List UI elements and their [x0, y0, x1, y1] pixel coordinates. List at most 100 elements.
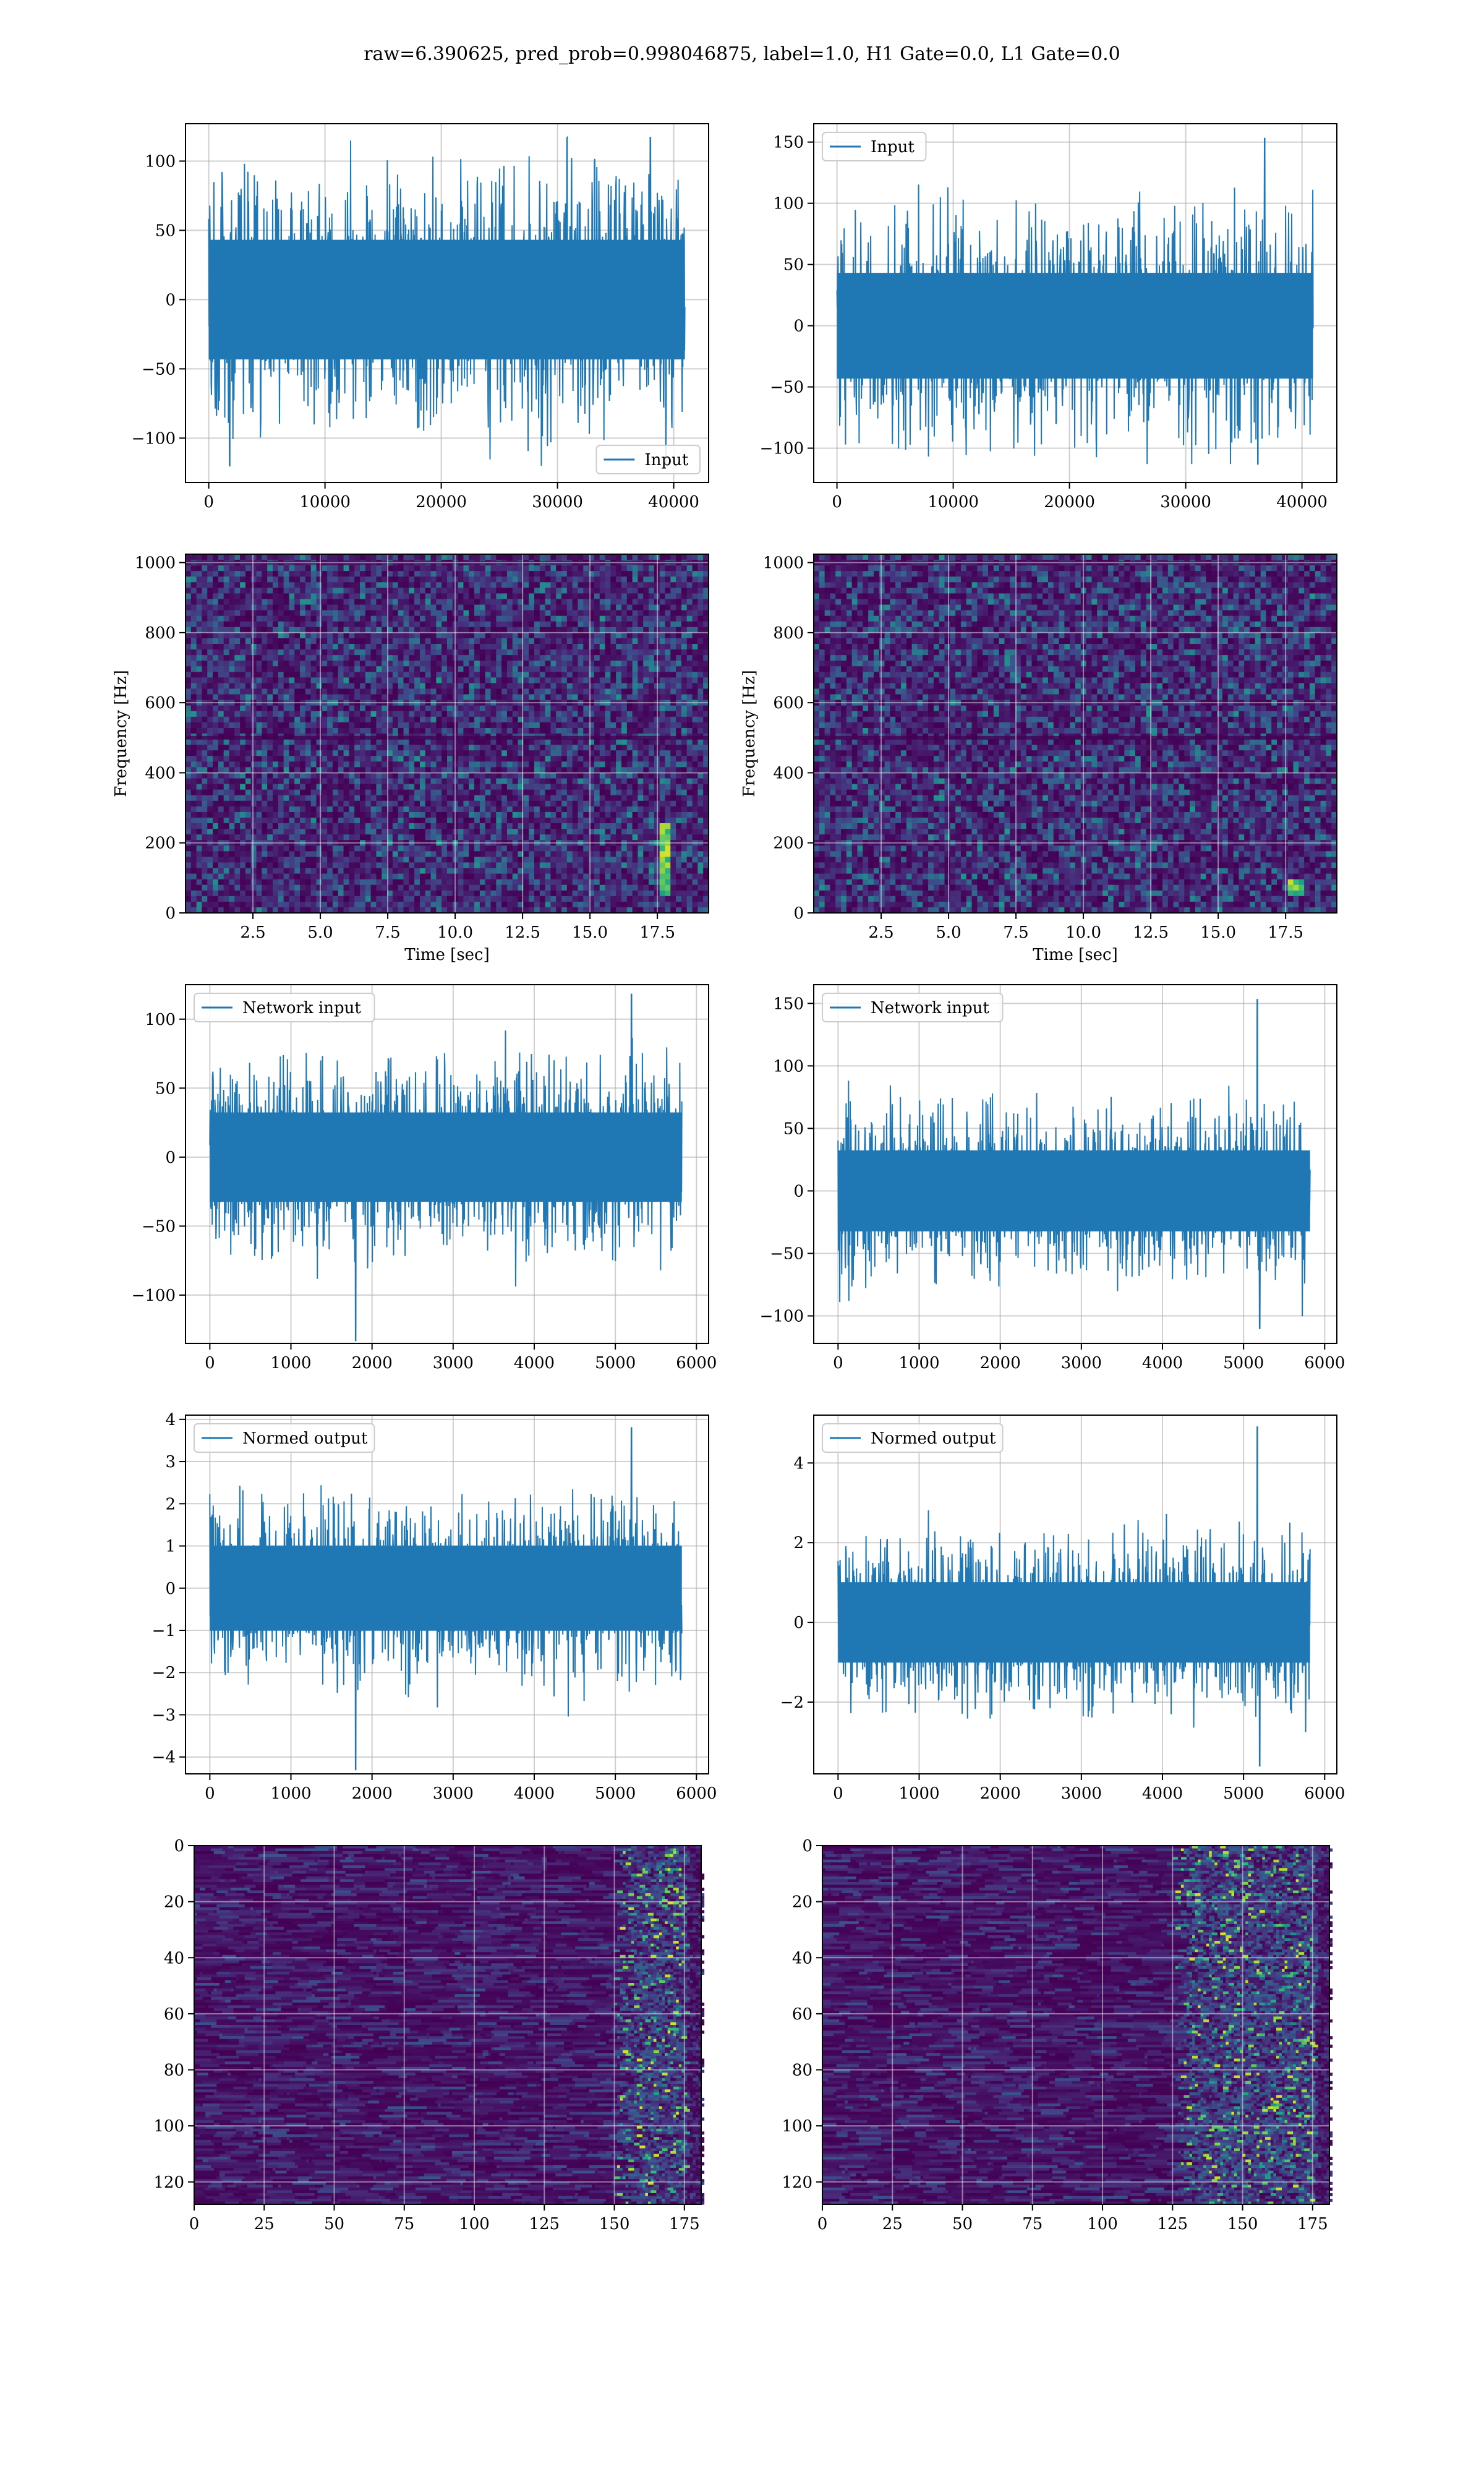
heatmap-cell [376, 677, 382, 683]
heatmap-cell [469, 672, 474, 678]
heatmap-cell [501, 565, 507, 571]
heatmap-cell [469, 638, 474, 644]
heatmap-cell [300, 616, 305, 622]
heatmap-cell [376, 554, 382, 560]
heatmap-cell [294, 610, 300, 617]
heatmap-cell [485, 829, 491, 835]
heatmap-cell [496, 857, 501, 863]
heatmap-cell [583, 812, 589, 818]
heatmap-cell [202, 695, 207, 701]
heatmap-cell [251, 661, 257, 667]
heatmap-cell [393, 571, 398, 577]
heatmap-cell [491, 891, 497, 897]
heatmap-cell [273, 695, 278, 701]
heatmap-cell [349, 672, 354, 678]
heatmap-cell [278, 722, 284, 729]
heatmap-cell [441, 677, 447, 683]
heatmap-cell [300, 717, 305, 723]
heatmap-cell [305, 571, 311, 577]
heatmap-cell [404, 644, 409, 650]
heatmap-cell [480, 695, 485, 701]
heatmap-cell [458, 622, 464, 628]
heatmap-cell [284, 722, 289, 729]
heatmap-cell [289, 750, 294, 756]
heatmap-cell [463, 672, 469, 678]
heatmap-cell [365, 717, 371, 723]
heatmap-cell [294, 593, 300, 599]
heatmap-cell [420, 649, 425, 656]
heatmap-cell [257, 829, 262, 835]
heatmap-cell [501, 728, 507, 734]
heatmap-cell [371, 695, 377, 701]
heatmap-cell [534, 711, 540, 717]
heatmap-cell [594, 711, 600, 717]
heatmap-cell [354, 672, 360, 678]
heatmap-cell [317, 672, 322, 678]
heatmap-cell [218, 576, 224, 583]
heatmap-cell [573, 891, 578, 897]
heatmap-cell [463, 745, 469, 751]
heatmap-cell [267, 857, 273, 863]
heatmap-cell [245, 834, 251, 841]
heatmap-cell [393, 818, 398, 824]
heatmap-cell [398, 728, 404, 734]
heatmap-cell [534, 722, 540, 729]
heatmap-cell [317, 750, 322, 756]
heatmap-cell [567, 644, 573, 650]
heatmap-cell [382, 711, 387, 717]
heatmap-cell [376, 633, 382, 639]
heatmap-cell [354, 717, 360, 723]
heatmap-cell [420, 834, 425, 841]
heatmap-cell [594, 554, 600, 560]
heatmap-cell [431, 605, 437, 611]
y-tick-label: −50 [770, 379, 804, 397]
heatmap-cell [469, 891, 474, 897]
heatmap-cell [289, 829, 294, 835]
heatmap-cell [338, 790, 344, 796]
heatmap-cell [267, 666, 273, 672]
heatmap-cell [436, 761, 441, 768]
heatmap-cell [224, 672, 229, 678]
heatmap-cell [431, 644, 437, 650]
heatmap-cell [186, 695, 191, 701]
heatmap-cell [561, 649, 567, 656]
heatmap-cell [218, 739, 224, 745]
heatmap-cell [501, 677, 507, 683]
heatmap-cell [327, 823, 333, 829]
heatmap-cell [409, 689, 414, 695]
heatmap-cell [365, 633, 371, 639]
heatmap-cell [561, 784, 567, 790]
heatmap-cell [578, 812, 584, 818]
heatmap-cell [218, 885, 224, 891]
heatmap-cell [480, 750, 485, 756]
heatmap-cell [354, 812, 360, 818]
heatmap-cell [376, 790, 382, 796]
x-tick-label: 40000 [1276, 493, 1328, 511]
heatmap-cell [441, 868, 447, 875]
heatmap-cell [583, 728, 589, 734]
heatmap-cell [360, 874, 365, 880]
heatmap-cell [567, 588, 573, 594]
heatmap-cell [556, 745, 561, 751]
heatmap-cell [245, 891, 251, 897]
heatmap-cell [507, 672, 513, 678]
heatmap-cell [578, 717, 584, 723]
heatmap-cell [273, 829, 278, 835]
heatmap-cell [251, 857, 257, 863]
heatmap-cell [513, 554, 518, 560]
heatmap-cell [491, 565, 497, 571]
heatmap-cell [218, 582, 224, 588]
heatmap-cell [594, 829, 600, 835]
heatmap-cell [333, 823, 338, 829]
heatmap-cell [234, 554, 240, 560]
heatmap-cell [224, 706, 229, 712]
heatmap-cell [458, 644, 464, 650]
heatmap-cell [245, 622, 251, 628]
heatmap-cell [513, 891, 518, 897]
heatmap-cell [414, 644, 420, 650]
heatmap-cell [458, 795, 464, 802]
heatmap-cell [289, 745, 294, 751]
heatmap-cell [349, 745, 354, 751]
heatmap-cell [393, 902, 398, 908]
heatmap-cell [344, 745, 349, 751]
